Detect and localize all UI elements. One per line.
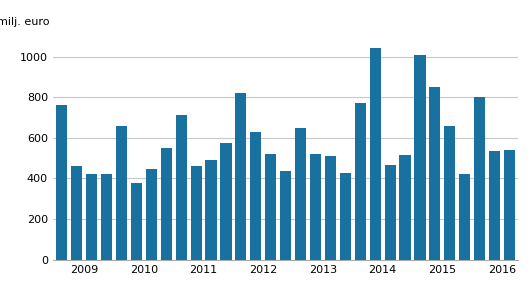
- Bar: [310, 154, 321, 260]
- Bar: [295, 128, 306, 260]
- Bar: [354, 103, 366, 260]
- Bar: [71, 166, 83, 260]
- Bar: [56, 105, 68, 260]
- Bar: [86, 174, 97, 260]
- Bar: [370, 48, 381, 260]
- Bar: [504, 150, 515, 260]
- Bar: [161, 148, 172, 260]
- Bar: [116, 126, 127, 260]
- Bar: [474, 97, 485, 260]
- Bar: [265, 154, 276, 260]
- Bar: [221, 143, 232, 260]
- Bar: [131, 182, 142, 260]
- Bar: [101, 174, 112, 260]
- Bar: [146, 169, 157, 260]
- Bar: [250, 132, 261, 260]
- Bar: [459, 174, 470, 260]
- Bar: [429, 87, 441, 260]
- Bar: [385, 165, 396, 260]
- Bar: [325, 156, 336, 260]
- Bar: [190, 166, 202, 260]
- Text: milj. euro: milj. euro: [0, 17, 50, 27]
- Bar: [280, 171, 291, 260]
- Bar: [444, 126, 455, 260]
- Bar: [235, 93, 247, 260]
- Bar: [176, 115, 187, 260]
- Bar: [399, 155, 411, 260]
- Bar: [489, 151, 500, 260]
- Bar: [205, 160, 217, 260]
- Bar: [340, 173, 351, 260]
- Bar: [414, 55, 425, 260]
